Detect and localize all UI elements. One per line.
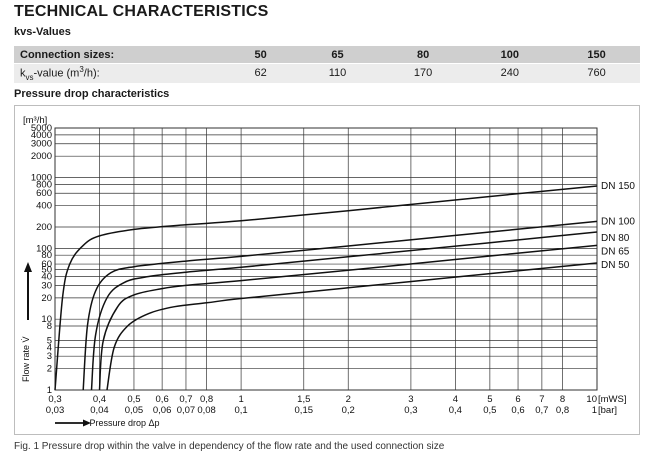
x-tick-label-mws: 5 — [487, 394, 492, 405]
x-tick-label-mws: 7 — [539, 394, 544, 405]
y-tick-label: 4 — [47, 342, 52, 353]
series-label-dn-50: DN 50 — [601, 260, 630, 271]
kvs-section-title: kvs-Values — [14, 26, 71, 38]
x-unit-mws: [mWS] — [598, 394, 627, 405]
x-tick-label-bar: 0,6 — [511, 405, 524, 416]
x-axis-title: Pressure drop Δp — [89, 418, 159, 428]
series-line-dn-65 — [98, 244, 598, 391]
x-tick-label-bar: 0,5 — [483, 405, 496, 416]
y-tick-label: 5 — [47, 335, 52, 346]
x-tick-label-mws: 0,4 — [93, 394, 106, 405]
y-tick-label: 60 — [41, 259, 52, 270]
x-tick-label-mws: 0,5 — [127, 394, 140, 405]
pressure-drop-chart: 1 2 3 4 5 8 10 20 30 40 50 60 80 100 200 400 600 800 1000 2… — [14, 105, 640, 435]
y-tick-label: 2000 — [31, 151, 52, 162]
y-tick-label: 1000 — [31, 173, 52, 184]
y-axis-arrow-head — [24, 262, 32, 272]
value-cell: 62 — [226, 62, 296, 83]
y-tick-label: 400 — [36, 201, 52, 212]
y-tick-label: 3 — [47, 351, 52, 362]
x-tick-label-bar: 0,3 — [404, 405, 417, 416]
x-tick-label-bar: 0,1 — [234, 405, 247, 416]
x-tick-label-mws: 6 — [515, 394, 520, 405]
size-cell: 80 — [379, 46, 467, 64]
y-tick-label: 2 — [47, 364, 52, 375]
kvs-table: Connection sizes: 50 65 80 100 150 kvs-v… — [14, 46, 640, 83]
header-label: Connection sizes: — [14, 46, 226, 64]
y-tick-label: 200 — [36, 222, 52, 233]
table-value-row: kvs-value (m3/h): 62 110 170 240 760 — [14, 62, 640, 83]
y-unit-label: [m³/h] — [23, 115, 47, 126]
x-tick-label-mws: 2 — [346, 394, 351, 405]
chart-svg: 1234581020304050608010020040060080010002… — [21, 115, 636, 428]
x-tick-label-bar: 1 — [592, 405, 597, 416]
x-tick-label-mws: 8 — [560, 394, 565, 405]
y-tick-label: 40 — [41, 272, 52, 283]
x-tick-label-mws: 0,6 — [156, 394, 169, 405]
size-cell: 65 — [295, 46, 380, 64]
x-tick-label-bar: 0,2 — [342, 405, 355, 416]
size-cell: 150 — [553, 46, 640, 64]
x-tick-label-mws: 1,5 — [297, 394, 310, 405]
y-axis-title: Flow rate V̇ — [21, 336, 31, 382]
series-label-dn-100: DN 100 — [601, 216, 635, 227]
y-tick-label: 10 — [41, 314, 52, 325]
x-tick-label-bar: 0,07 — [177, 405, 196, 416]
pressure-drop-title: Pressure drop characteristics — [14, 88, 170, 100]
y-tick-label: 3000 — [31, 139, 52, 150]
x-tick-label-bar: 0,7 — [535, 405, 548, 416]
x-tick-label-bar: 0,04 — [90, 405, 109, 416]
x-tick-label-mws: 10 — [586, 394, 597, 405]
y-tick-label: 800 — [36, 179, 52, 190]
x-tick-label-mws: 0,7 — [179, 394, 192, 405]
value-cell: 170 — [379, 62, 467, 83]
y-tick-label: 20 — [41, 293, 52, 304]
figure-caption: Fig. 1 Pressure drop within the valve in… — [14, 441, 445, 452]
value-cell: 110 — [295, 62, 380, 83]
y-tick-label: 50 — [41, 265, 52, 276]
x-unit-bar: [bar] — [598, 405, 617, 416]
x-tick-label-bar: 0,03 — [46, 405, 65, 416]
x-tick-label-bar: 0,06 — [153, 405, 172, 416]
x-axis-arrow-head — [83, 419, 91, 427]
x-tick-label-bar: 0,15 — [295, 405, 314, 416]
x-tick-label-mws: 0,3 — [48, 394, 61, 405]
x-tick-label-mws: 0,8 — [200, 394, 213, 405]
x-tick-label-mws: 4 — [453, 394, 458, 405]
x-tick-label-bar: 0,4 — [449, 405, 462, 416]
y-tick-label: 4000 — [31, 130, 52, 141]
row-label: kvs-value (m3/h): — [14, 62, 226, 83]
y-tick-label: 600 — [36, 188, 52, 199]
y-tick-label: 8 — [47, 321, 52, 332]
y-tick-label: 1 — [47, 385, 52, 396]
y-tick-label: 30 — [41, 280, 52, 291]
x-tick-label-bar: 0,8 — [556, 405, 569, 416]
series-label-dn-65: DN 65 — [601, 246, 630, 257]
x-tick-label-bar: 0,08 — [197, 405, 216, 416]
series-line-dn-150 — [54, 185, 598, 391]
series-line-dn-80 — [90, 231, 598, 391]
size-cell: 100 — [466, 46, 554, 64]
series-line-dn-100 — [82, 220, 598, 391]
y-tick-label: 80 — [41, 250, 52, 261]
series-label-dn-150: DN 150 — [601, 181, 635, 192]
value-cell: 240 — [466, 62, 554, 83]
series-label-dn-80: DN 80 — [601, 233, 630, 244]
page-title: TECHNICAL CHARACTERISTICS — [14, 3, 269, 20]
y-tick-label: 5000 — [31, 123, 52, 134]
x-tick-label-bar: 0,05 — [125, 405, 144, 416]
x-tick-label-mws: 3 — [408, 394, 413, 405]
y-tick-label: 100 — [36, 243, 52, 254]
series-line-dn-50 — [106, 262, 598, 391]
size-cell: 50 — [226, 46, 296, 64]
value-cell: 760 — [553, 62, 640, 83]
table-header-row: Connection sizes: 50 65 80 100 150 — [14, 46, 640, 64]
x-tick-label-mws: 1 — [238, 394, 243, 405]
